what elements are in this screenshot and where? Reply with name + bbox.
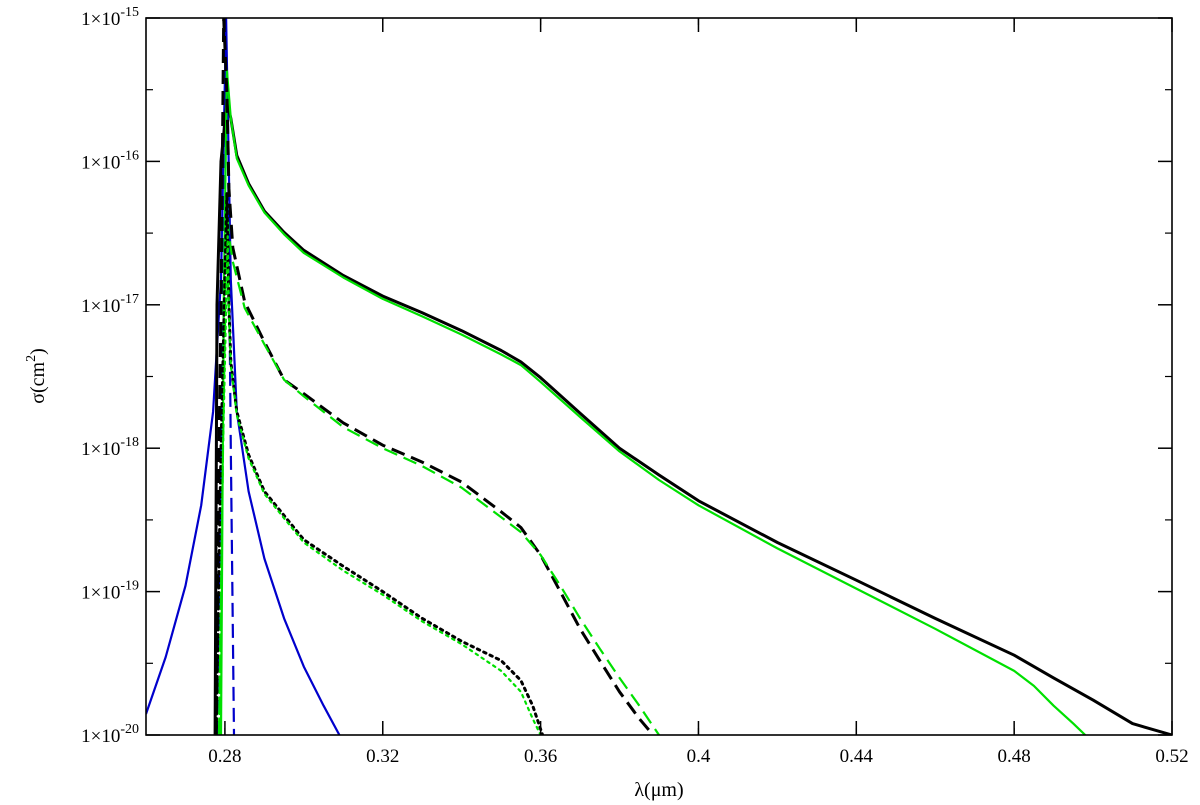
x-tick-label: 0.48 xyxy=(998,746,1031,767)
y-axis-title-exponent: 2 xyxy=(24,355,39,362)
tick-layer: 0.28 0.32 0.36 0.4 0.44 0.48 0.52 1×10-20 1×10-1… xyxy=(81,5,1189,767)
series-line-7 xyxy=(214,191,545,735)
y-axis-title-close: ) xyxy=(27,348,49,355)
plot-frame xyxy=(145,17,1173,736)
y-tick-label: 1×10-17 xyxy=(81,292,139,317)
x-axis-title: λ(μm) xyxy=(634,779,683,801)
series-line-6 xyxy=(217,203,660,735)
y-tick-label: 1×10-15 xyxy=(81,5,139,30)
series-line-3 xyxy=(213,100,1172,735)
x-tick-label: 0.44 xyxy=(840,746,874,767)
x-tick-label: 0.52 xyxy=(1155,746,1188,767)
y-tick-label: 1×10-19 xyxy=(81,579,139,604)
x-tick-label: 0.32 xyxy=(366,746,399,767)
x-tick-label: 0.28 xyxy=(208,746,241,767)
y-tick-label: 1×10-20 xyxy=(81,722,139,747)
x-tick-label: 0.4 xyxy=(687,746,711,767)
series-line-5 xyxy=(214,18,655,735)
series-line-8 xyxy=(217,235,542,735)
x-tick-label: 0.36 xyxy=(524,746,557,767)
y-tick-label: 1×10-18 xyxy=(81,435,139,460)
series-layer xyxy=(146,18,1172,735)
y-tick-label: 1×10-16 xyxy=(81,148,139,173)
y-axis-title-base: σ(cm xyxy=(27,361,49,403)
series-line-4 xyxy=(219,69,1086,735)
y-axis-title: σ(cm2) xyxy=(24,348,49,404)
series-line-1 xyxy=(146,18,341,735)
